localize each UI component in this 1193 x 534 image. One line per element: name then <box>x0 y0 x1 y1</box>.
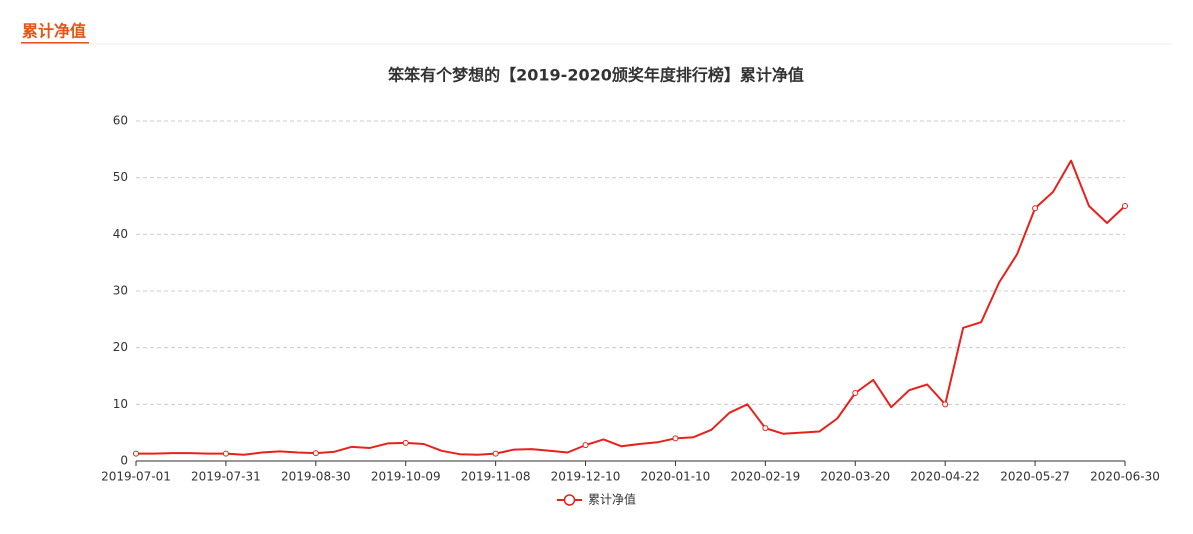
x-tick-label: 2019-11-08 <box>461 470 531 484</box>
data-point <box>672 435 679 442</box>
y-tick-label: 60 <box>113 114 128 128</box>
data-point <box>762 425 769 432</box>
data-point <box>1122 203 1128 209</box>
data-point <box>133 450 139 457</box>
x-tick-label: 2020-04-22 <box>910 470 980 484</box>
data-point <box>492 450 499 457</box>
data-point <box>942 401 949 408</box>
x-tick-label: 2019-07-31 <box>191 470 261 484</box>
legend-marker <box>563 494 576 506</box>
data-point <box>222 450 229 457</box>
y-tick-label: 10 <box>113 397 128 411</box>
x-tick-label: 2020-02-19 <box>730 470 800 484</box>
data-line <box>136 159 1126 456</box>
data-point <box>312 450 319 457</box>
x-tick-label: 2020-06-30 <box>1090 470 1160 484</box>
x-tick-label: 2019-07-01 <box>101 470 171 484</box>
data-point <box>852 390 859 396</box>
x-tick-label: 2020-01-10 <box>641 470 711 484</box>
x-tick-label: 2019-12-10 <box>551 470 621 484</box>
x-tick-label: 2020-05-27 <box>1000 470 1070 484</box>
x-tick-label: 2020-03-20 <box>820 470 890 484</box>
data-point <box>1032 205 1039 212</box>
data-point <box>582 442 589 449</box>
header-title: 累计净值 <box>22 22 86 41</box>
y-tick-label: 40 <box>113 227 128 241</box>
y-tick-label: 50 <box>113 170 128 184</box>
x-tick-label: 2019-08-30 <box>281 470 351 484</box>
y-tick-label: 30 <box>113 284 128 298</box>
x-tick-label: 2019-10-09 <box>371 470 441 484</box>
y-tick-label: 20 <box>113 340 128 354</box>
chart-title: 笨笨有个梦想的【2019-2020颁奖年度排行榜】累计净值 <box>388 66 804 85</box>
legend-label: 累计净值 <box>588 492 636 507</box>
y-tick-label: 0 <box>120 454 128 468</box>
data-point <box>402 439 409 446</box>
